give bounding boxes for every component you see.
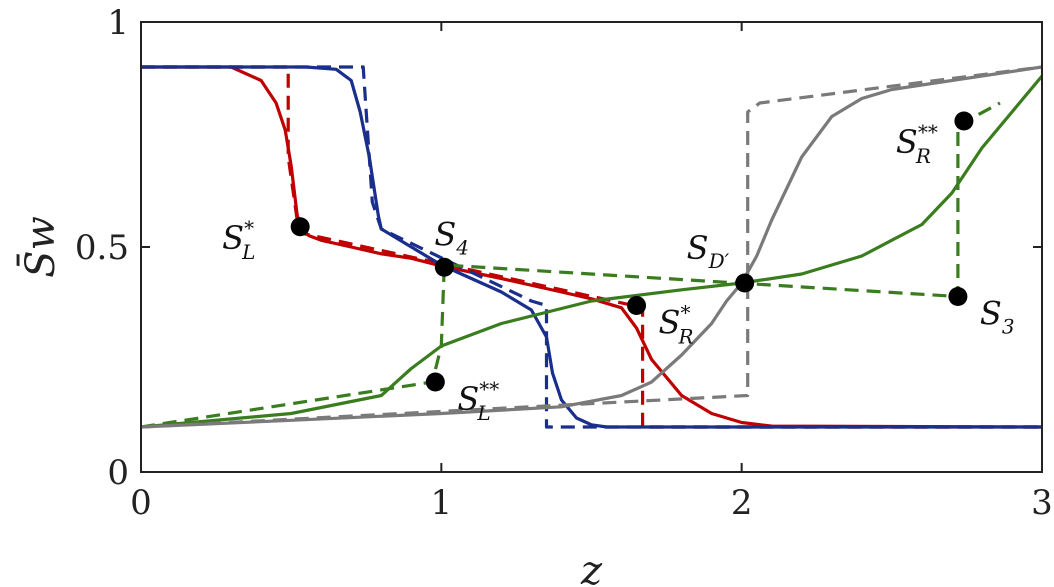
y-tick-label: 0.5 bbox=[75, 228, 129, 268]
x-tick-label: 3 bbox=[1031, 483, 1053, 523]
point-marker bbox=[954, 111, 974, 131]
series-line-5-dashed bbox=[141, 101, 1001, 429]
y-axis-title: S̄w bbox=[17, 216, 64, 278]
series-line-0-solid bbox=[141, 65, 1042, 429]
point-label: S** L bbox=[457, 377, 499, 425]
series-line-6-solid bbox=[141, 65, 1042, 429]
point-marker bbox=[290, 217, 310, 237]
series-line-3-dashed bbox=[141, 65, 1042, 429]
point-marker bbox=[735, 273, 755, 293]
marker-layer bbox=[290, 111, 974, 392]
label-layer: S* L S4 S* R S** L SD′ S3 S** R bbox=[222, 120, 1014, 425]
x-tick-label: 2 bbox=[731, 483, 753, 523]
series-line-2-solid bbox=[141, 65, 1042, 429]
series-line-7-dashed bbox=[141, 65, 1042, 429]
point-marker bbox=[627, 296, 647, 315]
x-axis-title: z bbox=[580, 548, 603, 587]
point-label: S4 bbox=[434, 215, 469, 259]
point-label: S* R bbox=[659, 301, 694, 349]
point-marker bbox=[425, 372, 445, 392]
y-tick-label: 1 bbox=[107, 3, 129, 43]
x-tick-label: 0 bbox=[130, 483, 152, 523]
point-marker bbox=[434, 257, 454, 277]
point-label: S** R bbox=[896, 120, 938, 168]
point-label: SD′ bbox=[687, 229, 730, 273]
point-label: S3 bbox=[980, 295, 1015, 339]
series-layer bbox=[141, 65, 1042, 429]
point-label: S* L bbox=[222, 216, 255, 264]
series-line-4-solid bbox=[141, 74, 1042, 429]
x-tick-label: 1 bbox=[431, 483, 453, 523]
axes-layer: 0 1 2 3 0 0.5 1 z S̄w bbox=[17, 3, 1053, 587]
point-marker bbox=[948, 287, 968, 306]
series-line-1-dashed bbox=[141, 65, 1042, 429]
y-tick-label: 0 bbox=[107, 453, 129, 493]
